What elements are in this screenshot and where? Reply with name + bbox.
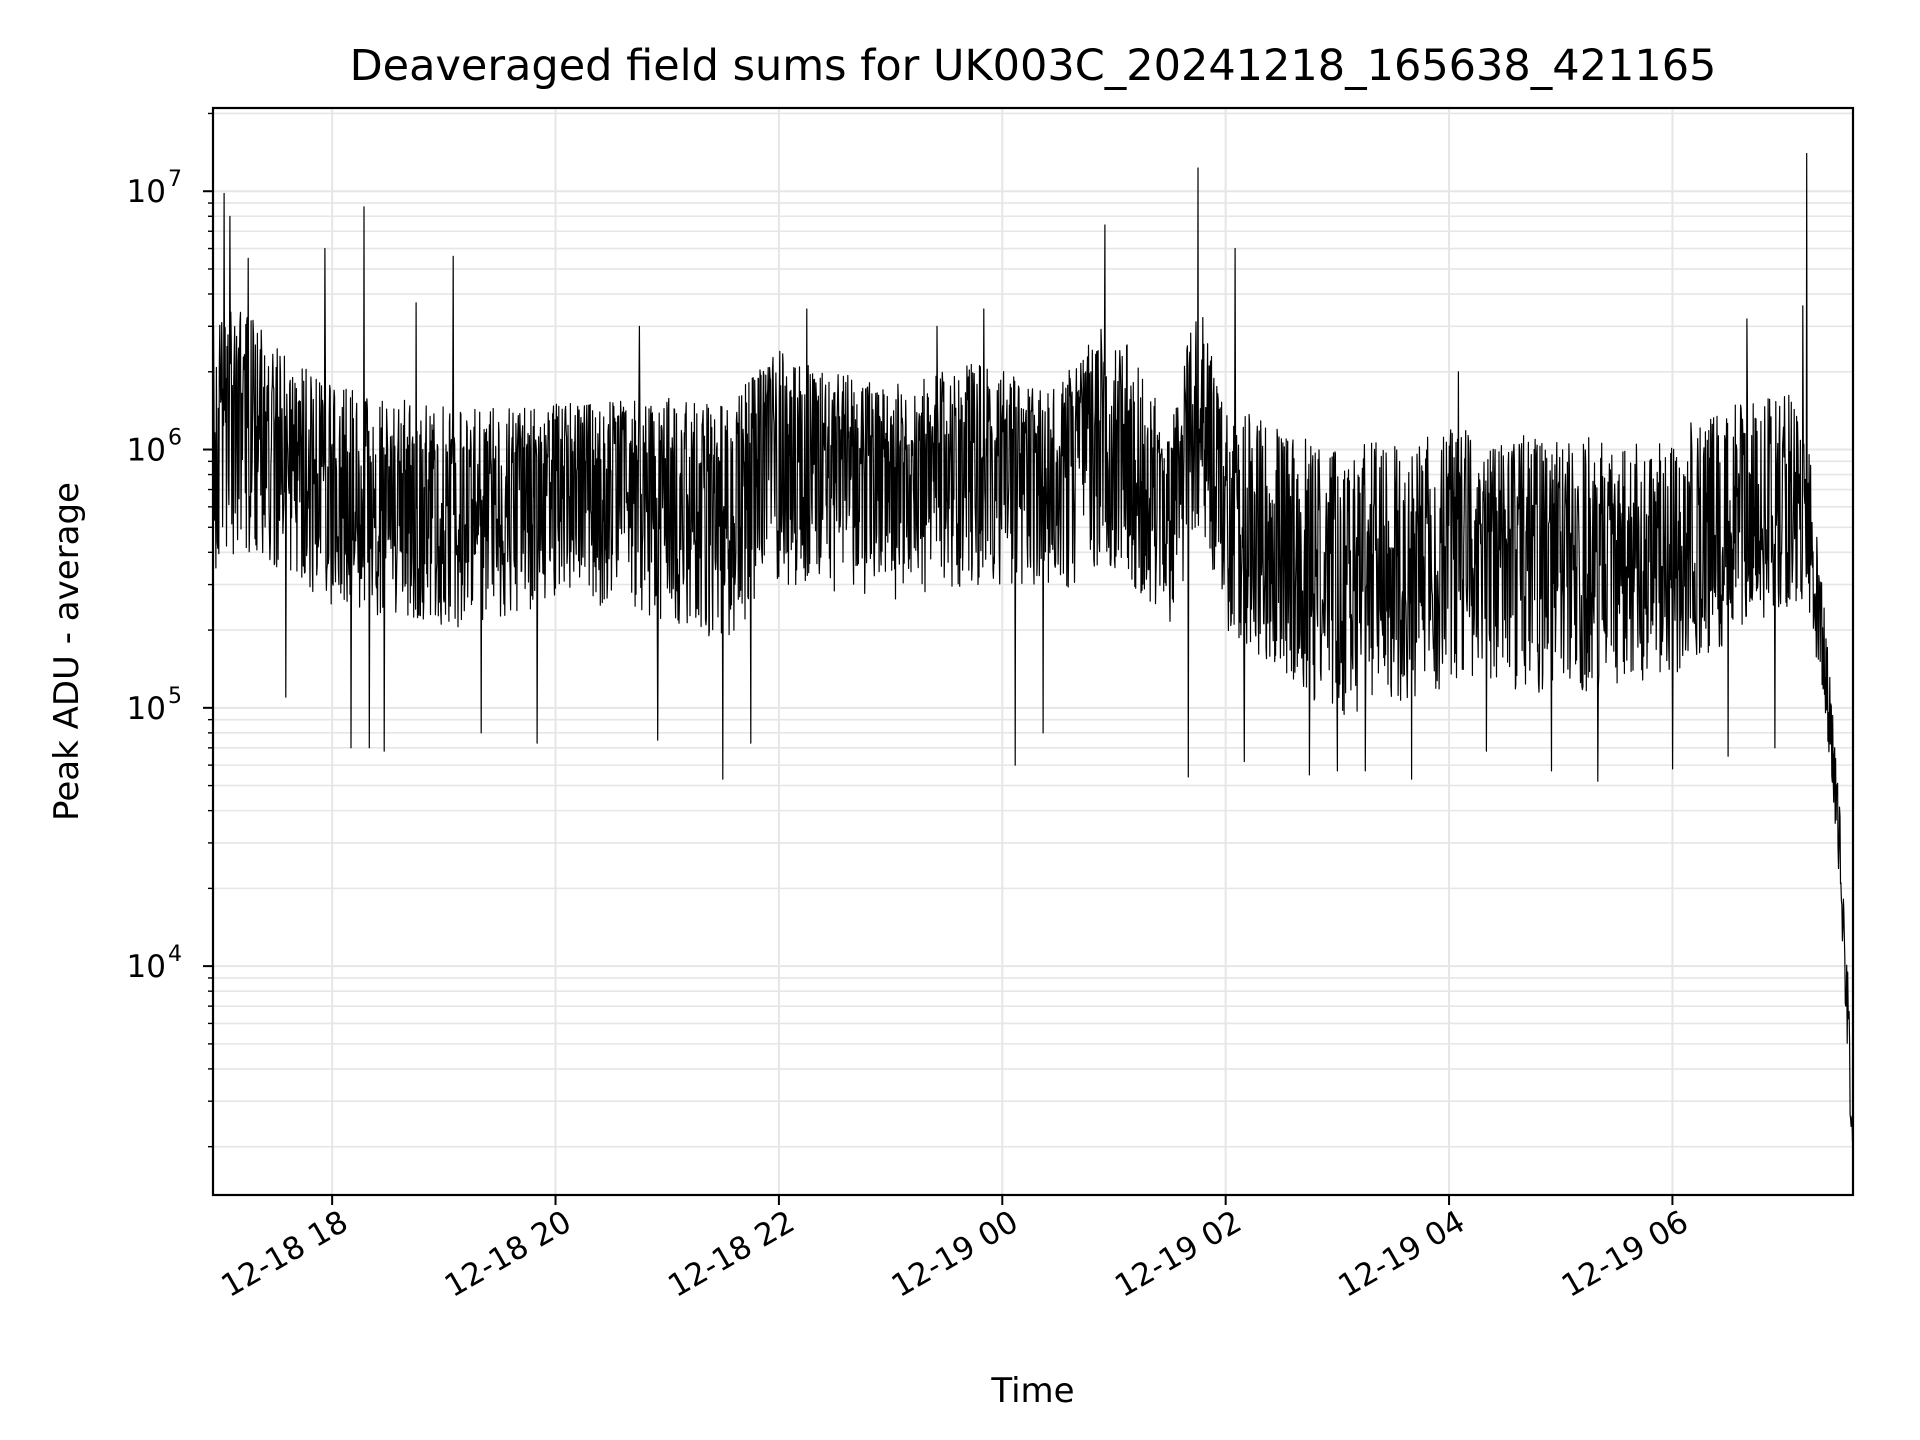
y-tick-base: 10: [127, 691, 166, 727]
x-axis-label: Time: [990, 1371, 1074, 1411]
x-tick-label: 12-19 00: [886, 1204, 1025, 1305]
x-tick-label: 12-18 18: [215, 1204, 354, 1305]
series-line-group: [212, 152, 1854, 1143]
y-tick-exponent: 6: [168, 426, 182, 451]
y-tick-label: 10 5: [127, 684, 182, 727]
x-tick-label: 12-19 04: [1332, 1204, 1471, 1305]
x-axis: 12-18 18 12-18 20 12-18 22 12-19 00 12-19 02…: [215, 1195, 1694, 1305]
x-tick-label: 12-19 06: [1556, 1204, 1695, 1305]
y-tick-label: 10 6: [127, 426, 182, 469]
plot-frame: [211, 106, 1855, 1197]
y-tick-base: 10: [127, 433, 166, 469]
x-tick-label: 12-19 02: [1109, 1204, 1248, 1305]
y-tick-exponent: 4: [168, 942, 182, 967]
y-tick-label: 10 7: [127, 167, 182, 210]
y-tick-label: 10 4: [127, 942, 182, 985]
y-axis-label: Peak ADU - average: [47, 482, 87, 821]
y-tick-exponent: 5: [168, 684, 182, 709]
y-tick-base: 10: [127, 174, 166, 210]
y-tick-exponent: 7: [168, 167, 182, 192]
x-tick-label: 12-18 22: [662, 1204, 801, 1305]
grid: [213, 108, 1853, 1195]
series-line: [212, 152, 1854, 1143]
x-tick-label: 12-18 20: [439, 1204, 578, 1305]
chart-title: Deaveraged field sums for UK003C_2024121…: [350, 41, 1717, 91]
y-tick-base: 10: [127, 949, 166, 985]
